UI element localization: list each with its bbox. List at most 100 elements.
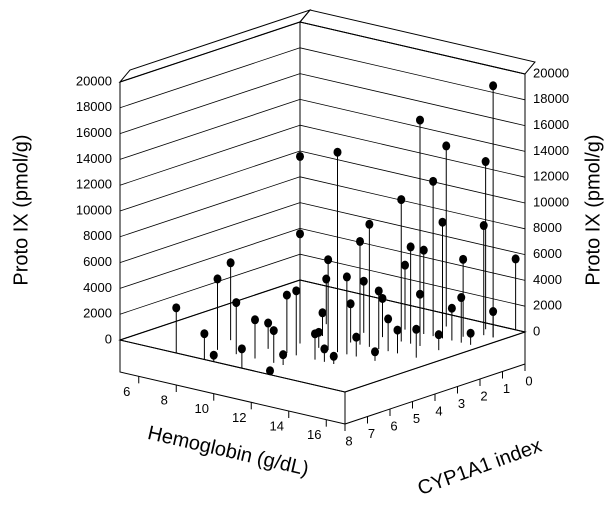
z-tick-label: 10000 xyxy=(533,194,569,209)
y-tick-label: 2 xyxy=(480,388,487,403)
y-tick-label: 4 xyxy=(435,403,442,418)
point xyxy=(333,147,342,157)
grid-line xyxy=(119,228,301,289)
point xyxy=(489,307,498,317)
x-axis-label: Hemoglobin (g/dL) xyxy=(146,422,311,480)
grid-line xyxy=(119,99,301,160)
z-tick-label: 2000 xyxy=(83,306,112,321)
x-tick-label: 6 xyxy=(123,384,130,399)
point xyxy=(232,298,241,308)
z-tick-label: 2000 xyxy=(533,298,562,313)
grid-line xyxy=(299,99,526,152)
top-strip-left xyxy=(118,8,312,84)
grid-line xyxy=(299,150,526,204)
z-tick-label: 20000 xyxy=(76,73,112,88)
point xyxy=(416,289,424,299)
point xyxy=(365,219,374,229)
point xyxy=(371,347,379,357)
y-tick-label: 6 xyxy=(390,418,397,433)
point xyxy=(442,141,451,151)
grid-line xyxy=(299,279,526,333)
point xyxy=(324,255,333,265)
z-axis-label-right: Proto IX (pmol/g) xyxy=(582,134,604,285)
point xyxy=(346,299,355,309)
point xyxy=(434,330,443,340)
point xyxy=(282,290,291,300)
y-tick-label: 5 xyxy=(413,411,420,426)
y-tick-label: 3 xyxy=(458,396,465,411)
grid-line xyxy=(119,279,301,341)
point xyxy=(213,274,222,284)
grid-line xyxy=(119,124,301,186)
z-tick-label: 20000 xyxy=(533,65,569,80)
x-tick-label: 16 xyxy=(307,427,321,442)
point xyxy=(352,332,361,342)
point xyxy=(489,81,498,91)
point xyxy=(292,286,301,296)
point xyxy=(481,157,490,167)
z-tick-label: 4000 xyxy=(83,280,112,295)
point xyxy=(406,242,415,252)
point xyxy=(457,293,466,303)
z-tick-label: 14000 xyxy=(76,151,112,166)
point xyxy=(226,258,235,268)
x-tick-label: 10 xyxy=(195,401,209,416)
point xyxy=(378,293,387,303)
z-tick-label: 16000 xyxy=(76,125,112,140)
point xyxy=(237,344,246,354)
point xyxy=(356,236,364,246)
point xyxy=(318,308,327,318)
z-tick-label: 6000 xyxy=(533,246,562,261)
z-tick-label: 6000 xyxy=(83,254,112,269)
point xyxy=(447,303,456,313)
point xyxy=(296,151,304,161)
z-tick-label: 0 xyxy=(105,331,112,346)
x-tick-label: 14 xyxy=(270,418,284,433)
grid-line xyxy=(299,73,526,126)
point xyxy=(322,274,331,284)
grid-line xyxy=(299,21,526,75)
grid-line xyxy=(119,150,301,212)
grid-line xyxy=(299,176,526,230)
point xyxy=(419,245,428,255)
grid-line xyxy=(299,228,526,281)
point xyxy=(397,195,406,205)
z-tick-label: 18000 xyxy=(533,91,569,106)
z-tick-label: 0 xyxy=(533,323,540,338)
grid-line xyxy=(299,124,526,178)
point xyxy=(200,329,209,339)
z-tick-label: 10000 xyxy=(76,202,112,217)
z-tick-label: 8000 xyxy=(83,228,112,243)
point xyxy=(264,318,273,328)
point xyxy=(416,115,424,125)
z-tick-label: 14000 xyxy=(533,143,569,158)
grid-line xyxy=(119,202,301,263)
grid-line xyxy=(119,73,301,134)
x-tick-label: 12 xyxy=(232,410,246,425)
point xyxy=(479,221,488,231)
point xyxy=(384,314,393,324)
point xyxy=(320,344,329,354)
z-tick-label: 12000 xyxy=(76,177,112,192)
point xyxy=(329,351,338,361)
point xyxy=(459,254,468,264)
y-axis-label: CYP1A1 index xyxy=(415,435,545,500)
y-tick-label: 1 xyxy=(503,381,510,396)
y-tick-label: 7 xyxy=(368,426,375,441)
point xyxy=(359,276,368,286)
point xyxy=(511,254,520,264)
point xyxy=(266,366,274,376)
z-tick-label: 8000 xyxy=(533,220,562,235)
y-tick-label: 0 xyxy=(525,373,532,388)
z-tick-label: 12000 xyxy=(533,169,569,184)
y-tick-label: 8 xyxy=(345,433,352,448)
point xyxy=(393,325,402,335)
grid-line xyxy=(119,176,301,238)
point xyxy=(342,272,351,282)
point xyxy=(296,229,304,239)
grid-line xyxy=(119,47,301,109)
z-tick-label: 18000 xyxy=(76,99,112,114)
point xyxy=(438,217,447,227)
point xyxy=(374,286,383,296)
